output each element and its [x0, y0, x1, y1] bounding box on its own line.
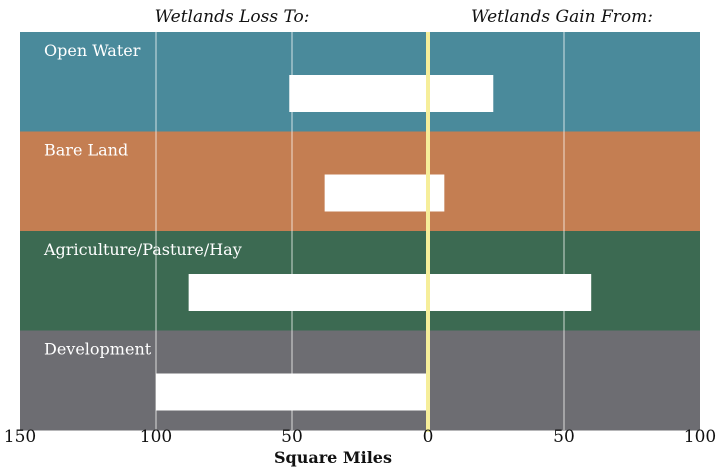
x-tick-label: 100	[140, 427, 172, 447]
bars	[156, 75, 592, 411]
category-label: Agriculture/Pasture/Hay	[43, 240, 242, 259]
category-label: Development	[44, 340, 152, 359]
category-labels: Open Water Bare Land Agriculture/Pasture/H…	[43, 41, 242, 359]
bar-bare-land	[324, 174, 445, 212]
x-axis-label: Square Miles	[274, 448, 392, 467]
header-gain-label: Wetlands Gain From:	[471, 7, 653, 27]
header-loss-label: Wetlands Loss To:	[155, 7, 310, 27]
x-tick-label: 100	[684, 427, 716, 447]
x-tick-label: 50	[281, 427, 303, 447]
x-tick-label: 50	[553, 427, 575, 447]
x-tick-label: 150	[4, 427, 36, 447]
x-tick-labels: 150 100 50 0 50 100	[4, 427, 716, 447]
category-label: Bare Land	[44, 141, 128, 160]
bar-development	[156, 373, 428, 411]
bar-open-water	[289, 75, 494, 112]
x-tick-label: 0	[423, 427, 434, 447]
bar-agriculture-pasture-hay	[188, 274, 592, 311]
category-label: Open Water	[44, 41, 141, 60]
